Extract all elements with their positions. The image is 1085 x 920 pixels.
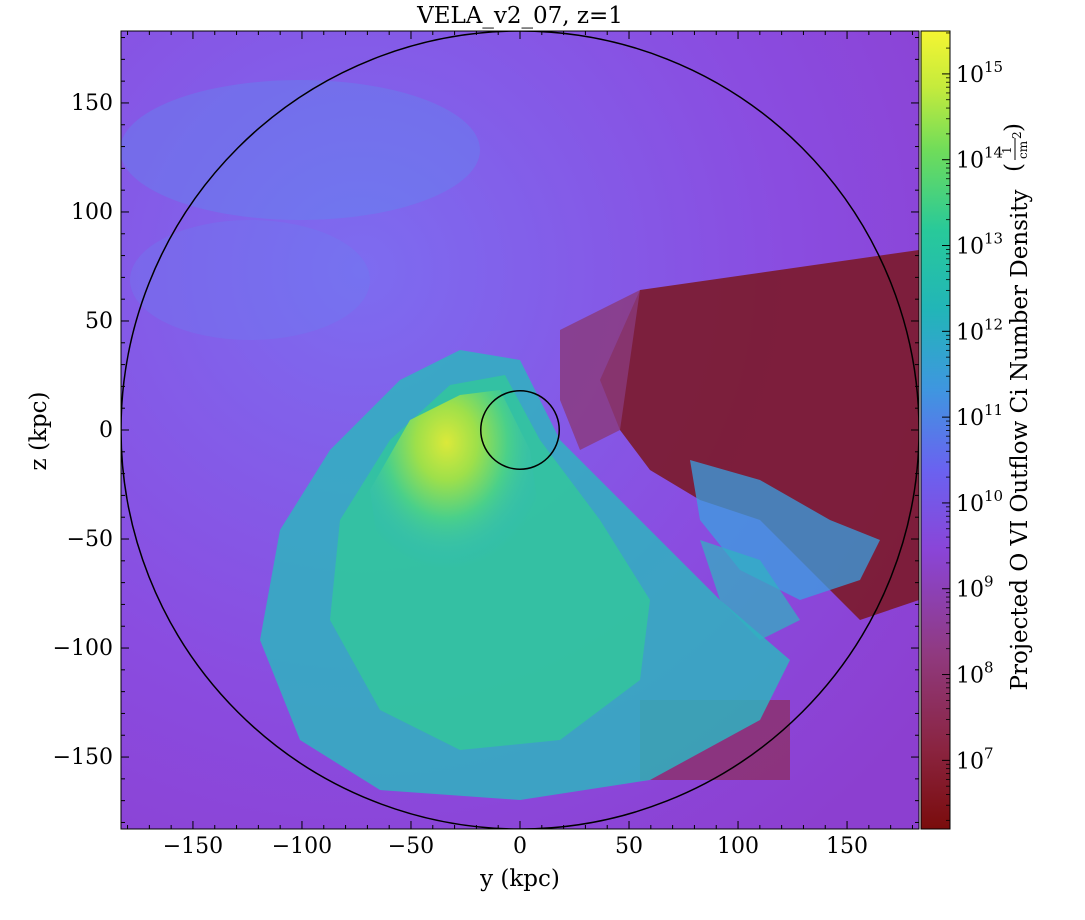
x-tick-label: 50	[615, 834, 643, 859]
colorbar-tick-label: 1011	[956, 401, 1003, 431]
colorbar-unit-open-paren: (	[1001, 163, 1027, 172]
y-axis-label: z (kpc)	[26, 392, 52, 471]
colorbar-tick-label: 1014	[956, 144, 1003, 174]
y-tick-label: −50	[67, 527, 113, 552]
colorbar-unit-exponent: 2	[1010, 131, 1024, 139]
colorbar-tick-exponent: 7	[984, 744, 994, 762]
colorbar-tick-label: 1010	[956, 487, 1003, 517]
colorbar-tick-exponent: 14	[984, 144, 1003, 162]
colorbar-tick-label: 1015	[956, 58, 1003, 88]
y-tick-label: 150	[71, 91, 113, 116]
x-tick-label: −50	[388, 834, 434, 859]
colorbar-tick-label: 109	[956, 573, 994, 603]
x-tick-label: 100	[717, 834, 759, 859]
colorbar-frame	[920, 30, 951, 830]
y-tick-label: 50	[85, 309, 113, 334]
y-tick-label: 0	[99, 418, 113, 443]
colorbar	[921, 31, 950, 829]
x-axis-label: y (kpc)	[479, 866, 560, 892]
colorbar-tick-exponent: 9	[984, 573, 994, 591]
y-tick-label: −100	[53, 636, 113, 661]
x-tick-label: −100	[272, 834, 332, 859]
colorbar-tick-label: 1013	[956, 230, 1003, 260]
x-tick-label: 0	[513, 834, 527, 859]
colorbar-tick-label: 1012	[956, 315, 1003, 345]
colorbar-unit-close-paren: )	[1001, 123, 1027, 132]
colorbar-label-group: Projected O VI Outflow Ci Number Density…	[1000, 123, 1033, 690]
colorbar-unit-denominator: cm	[1016, 140, 1030, 159]
heatmap-image	[121, 31, 919, 829]
colorbar-tick-exponent: 10	[984, 487, 1003, 505]
colorbar-tick-exponent: 8	[984, 659, 994, 677]
y-tick-label: 100	[71, 200, 113, 225]
x-tick-label: −150	[163, 834, 223, 859]
colorbar-tick-label: 107	[956, 744, 994, 774]
chart-title: VELA_v2_07, z=1	[416, 3, 623, 29]
x-tick-label: 150	[826, 834, 868, 859]
colorbar-tick-exponent: 12	[984, 315, 1003, 333]
colorbar-tick-exponent: 13	[984, 230, 1003, 248]
inner-radius-circle	[480, 390, 560, 470]
colorbar-unit-numerator: 1	[1000, 146, 1014, 154]
colorbar-label: Projected O VI Outflow Ci Number Density	[1007, 189, 1033, 690]
colorbar-tick-label: 108	[956, 659, 994, 689]
y-tick-label: −150	[53, 745, 113, 770]
colorbar-tick-exponent: 15	[984, 58, 1003, 76]
colorbar-tick-exponent: 11	[984, 401, 1003, 419]
